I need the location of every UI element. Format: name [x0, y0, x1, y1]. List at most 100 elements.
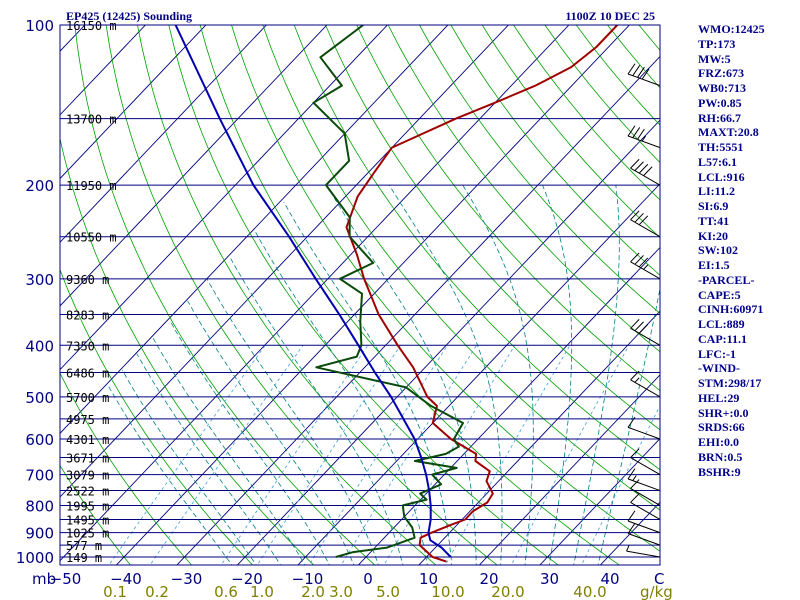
dry-adiabat-line: [356, 25, 660, 392]
wind-barb-half-feather: [626, 545, 630, 552]
height-label: 1995 m: [66, 499, 109, 513]
dry-adiabat-line: [60, 268, 254, 565]
height-label: 1025 m: [66, 527, 109, 541]
wind-barb-feather: [632, 65, 641, 76]
moist-adiabat-line: [326, 184, 477, 565]
pressure-tick-label: 500: [25, 389, 54, 407]
index-value: CAP:11.1: [698, 331, 747, 346]
index-value: BSHR:9: [698, 464, 741, 479]
mixing-ratio-line: [383, 345, 516, 565]
dry-adiabat-line: [387, 25, 660, 353]
isotherm-line: [60, 25, 510, 498]
wind-barb-staff: [630, 261, 661, 280]
mixing-ratio-label: 0.6: [214, 583, 238, 600]
dry-adiabat-line: [137, 25, 498, 565]
moist-adiabat-line: [121, 369, 257, 565]
index-value: -PARCEL-: [698, 272, 755, 287]
wind-barb-half-feather: [634, 377, 640, 383]
height-label: 8283 m: [66, 308, 109, 322]
chart-title: EP425 (12425) Sounding: [66, 9, 192, 23]
mixing-ratio-line: [108, 345, 266, 565]
wind-barb: [626, 545, 661, 558]
wind-barb-feather: [630, 319, 640, 329]
wind-barb-staff: [630, 488, 661, 506]
dry-adiabat-line: [450, 25, 660, 276]
height-label: 13700 m: [66, 113, 117, 127]
isobar-layer: [60, 24, 660, 558]
index-value: TT:41: [698, 213, 730, 228]
pressure-tick-label: 200: [25, 177, 54, 195]
index-value: RH:66.7: [698, 110, 741, 125]
index-value: WB0:713: [698, 81, 746, 95]
dry-adiabat-line: [262, 25, 660, 511]
index-value: MW:5: [698, 51, 731, 66]
dry-adiabat-line: [231, 25, 660, 552]
wind-barb-feather: [634, 212, 644, 223]
index-value: LI:11.2: [698, 184, 736, 199]
mixing-ratio-line: [220, 345, 369, 565]
moist-adiabat-line: [169, 320, 330, 565]
index-value: SW:102: [698, 243, 739, 258]
mixing-ratio-unit: g/kg: [640, 583, 673, 600]
mixing-ratio-line: [511, 345, 630, 565]
moist-adiabat-line: [573, 185, 620, 565]
temperature-tick-label: −40: [110, 570, 142, 588]
moist-adiabat-line: [151, 336, 306, 565]
index-value: PW:0.85: [698, 95, 742, 110]
mixing-ratio-line: [340, 345, 477, 565]
isotherm-line: [60, 25, 147, 116]
height-label: 7350 m: [66, 339, 109, 353]
moist-adiabat-line: [206, 278, 379, 565]
isotherm-line: [478, 374, 660, 565]
pressure-tick-label: 800: [25, 497, 54, 515]
pressure-tick-label: 400: [25, 337, 54, 355]
temperature-tick-label: 20: [479, 570, 498, 588]
wind-barb-staff: [627, 478, 661, 492]
temperature-tick-label: −20: [231, 570, 263, 588]
isotherm-line: [60, 25, 449, 434]
isotherm-line: [60, 25, 328, 307]
wind-barb-feather: [643, 166, 653, 176]
wind-barb: [627, 468, 661, 492]
index-value: EI:1.5: [698, 258, 730, 272]
wind-barb-feather: [630, 210, 640, 221]
mixing-ratio-label: 10.0: [431, 583, 464, 600]
pressure-tick-label: 1000: [16, 549, 54, 567]
wind-barb: [630, 319, 661, 346]
height-label: 11950 m: [66, 179, 117, 193]
wind-barb: [630, 479, 661, 506]
index-value: L57:6.1: [698, 154, 737, 169]
wind-barb-feather: [638, 163, 649, 174]
mixing-ratio-line: [445, 345, 571, 565]
wind-barb-feather: [637, 66, 645, 78]
dry-adiabat-line: [60, 372, 193, 565]
isotherm-line: [176, 55, 660, 565]
isotherm-line: [60, 25, 207, 180]
wind-barb-staff: [630, 327, 661, 346]
wind-barb-feather: [627, 125, 636, 137]
wind-barb: [630, 448, 661, 476]
index-value: -WIND-: [698, 361, 740, 376]
wind-barb-staff: [627, 135, 661, 149]
wind-barb-feather: [641, 68, 650, 80]
pressure-tick-label: 900: [25, 525, 54, 543]
height-label: 16150 m: [66, 19, 117, 33]
wind-barb-feather: [630, 479, 640, 489]
dry-adiabat-line: [105, 25, 437, 565]
dry-adiabat-line: [419, 25, 660, 314]
mixing-ratio-line: [149, 345, 304, 565]
isotherm-line: [236, 119, 660, 565]
wind-barb: [630, 210, 661, 238]
wind-barb-staff: [630, 219, 661, 238]
wind-barb-feather: [627, 416, 636, 428]
wind-barb: [627, 125, 661, 149]
temperature-tick-label: 40: [600, 570, 619, 588]
wind-barb-feather: [627, 468, 636, 480]
height-label: 577 m: [66, 539, 102, 553]
wind-barb-feather: [638, 324, 649, 334]
wind-barb-staff: [630, 379, 661, 398]
moist-adiabat-line: [597, 286, 660, 565]
isotherm-line: [0, 13, 36, 568]
mixing-ratio-label: 40.0: [573, 583, 606, 600]
